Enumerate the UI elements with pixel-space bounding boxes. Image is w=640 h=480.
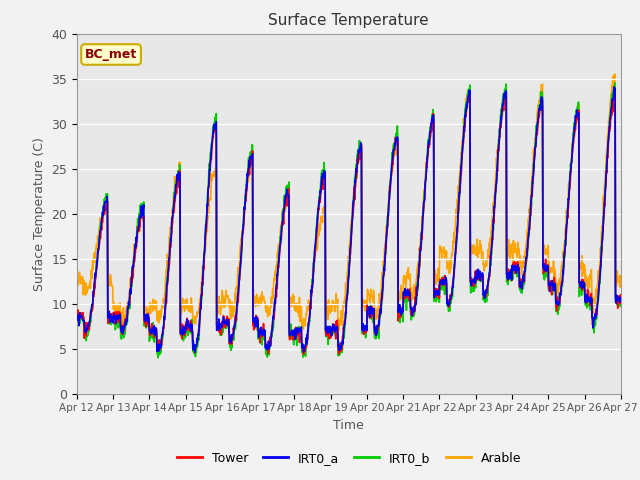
IRT0_b: [617, 300, 625, 306]
Tower: [255, 327, 262, 333]
IRT0_b: [553, 304, 561, 310]
Tower: [73, 309, 81, 314]
Arable: [194, 311, 202, 316]
IRT0_a: [195, 331, 202, 337]
Tower: [505, 276, 513, 282]
Arable: [434, 274, 442, 279]
Tower: [553, 308, 561, 314]
Arable: [505, 237, 513, 242]
IRT0_b: [505, 276, 513, 282]
IRT0_b: [255, 329, 263, 335]
Tower: [300, 351, 307, 357]
Arable: [553, 280, 561, 286]
Tower: [180, 326, 188, 332]
IRT0_b: [195, 334, 202, 339]
IRT0_a: [191, 349, 199, 355]
Line: IRT0_a: IRT0_a: [77, 87, 621, 352]
Y-axis label: Surface Temperature (C): Surface Temperature (C): [33, 137, 45, 290]
Arable: [617, 284, 625, 290]
Tower: [466, 88, 474, 94]
Text: BC_met: BC_met: [85, 48, 137, 61]
IRT0_a: [180, 327, 188, 333]
IRT0_a: [255, 330, 263, 336]
IRT0_a: [434, 292, 442, 298]
IRT0_a: [553, 298, 561, 304]
IRT0_b: [154, 355, 162, 360]
Arable: [335, 328, 342, 334]
X-axis label: Time: Time: [333, 419, 364, 432]
IRT0_a: [505, 271, 513, 276]
Tower: [434, 289, 442, 295]
IRT0_a: [73, 314, 81, 320]
Line: Tower: Tower: [77, 91, 621, 354]
Arable: [611, 71, 619, 77]
Tower: [617, 292, 625, 298]
IRT0_b: [181, 328, 189, 334]
Line: IRT0_b: IRT0_b: [77, 83, 621, 358]
IRT0_a: [610, 84, 618, 90]
Legend: Tower, IRT0_a, IRT0_b, Arable: Tower, IRT0_a, IRT0_b, Arable: [172, 447, 526, 469]
IRT0_b: [73, 321, 81, 326]
Line: Arable: Arable: [77, 74, 621, 331]
Arable: [180, 308, 188, 314]
IRT0_b: [434, 295, 442, 300]
Arable: [73, 276, 81, 281]
Arable: [255, 303, 262, 309]
IRT0_b: [611, 80, 619, 86]
IRT0_a: [617, 296, 625, 302]
Tower: [194, 337, 202, 343]
Title: Surface Temperature: Surface Temperature: [269, 13, 429, 28]
